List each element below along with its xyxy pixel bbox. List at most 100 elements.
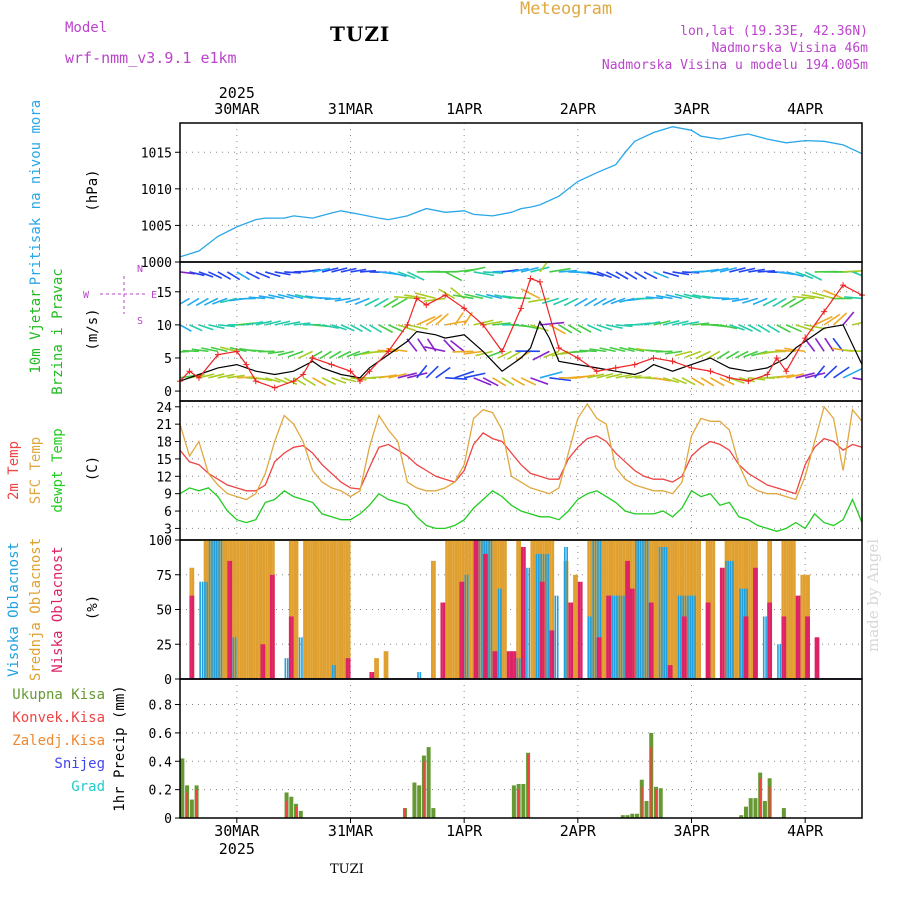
side-label-cloud-2: Niska Oblacnost <box>50 546 66 672</box>
wind-arrow <box>748 268 765 273</box>
precip-bar-conv_precip <box>186 792 189 818</box>
ytick-label-temperature: 18 <box>156 436 172 451</box>
wind-arrow <box>255 320 272 326</box>
wind-arrow <box>785 324 802 333</box>
wind-arrow <box>539 371 563 379</box>
wind-arrow <box>833 366 850 379</box>
precip-bar-conv_precip <box>650 747 653 818</box>
wind-arrow <box>328 350 342 360</box>
wind-arrow <box>208 271 223 279</box>
ytick-label-cloud: 50 <box>156 604 172 619</box>
wind-arrow <box>711 296 730 300</box>
wind-arrow <box>180 324 192 332</box>
wind-arrow <box>345 297 361 304</box>
precip-bar-conv_precip <box>759 778 762 818</box>
gust-marker <box>214 351 221 358</box>
wind-arrow <box>672 271 690 276</box>
gust-marker <box>243 361 250 368</box>
wind-arrow <box>767 350 787 354</box>
wind-arrows <box>180 262 862 387</box>
wind-arrow <box>729 267 746 273</box>
wind-arrow <box>719 266 737 273</box>
wind-series-gust <box>179 277 863 389</box>
ytick-label-wind: 0 <box>164 385 172 400</box>
gust-marker <box>461 305 468 312</box>
wind-arrow <box>397 372 417 379</box>
gust-marker <box>726 374 733 381</box>
gust-marker <box>442 292 449 299</box>
wind-arrow <box>497 350 512 359</box>
gust-marker <box>518 305 524 312</box>
wind-arrow <box>792 295 815 300</box>
time-label-top: 31MAR <box>328 100 374 118</box>
precip-bar-total_precip <box>289 796 294 818</box>
time-label-bottom: 1APR <box>446 822 483 840</box>
ytick-label-cloud: 75 <box>156 569 172 584</box>
wind-arrow <box>823 365 838 379</box>
wind-arrow <box>340 267 357 273</box>
wind-arrow <box>520 288 541 300</box>
precip-bar-total_precip <box>635 813 640 818</box>
wind-arrow <box>212 297 228 305</box>
gust-marker <box>186 368 193 375</box>
wind-arrow <box>738 267 756 273</box>
wind-arrow <box>824 337 835 352</box>
station-title: TUZI <box>330 22 391 46</box>
wind-arrow <box>672 377 687 385</box>
wind-arrow <box>424 346 446 353</box>
wind-arrow <box>454 370 475 379</box>
time-label-top: 30MAR <box>214 100 260 118</box>
wind-arrow <box>473 271 495 277</box>
wind-arrow <box>530 266 550 273</box>
wind-arrow <box>227 374 245 379</box>
wind-arrow <box>350 324 363 333</box>
wind-arrow <box>606 324 623 329</box>
gust-marker <box>574 354 581 361</box>
wind-arrow <box>245 271 260 280</box>
precip-bar-total_precip <box>625 815 630 818</box>
wind-arrow <box>674 350 692 357</box>
wind-arrow <box>586 324 602 332</box>
side-label-temperature-2: dewpt Temp <box>50 428 66 512</box>
gust-marker <box>356 378 363 385</box>
wind-arrow <box>464 293 484 300</box>
wind-arrow <box>683 293 702 300</box>
wind-arrow <box>391 297 408 309</box>
wind-arrow <box>425 365 439 379</box>
ytick-label-temperature: 3 <box>164 522 172 537</box>
wind-arrow <box>463 372 486 379</box>
wind-arrow <box>776 324 791 333</box>
time-label-top: 2APR <box>560 100 597 118</box>
wind-arrow <box>842 368 862 379</box>
wind-arrow <box>334 297 351 302</box>
wind-arrow <box>589 348 607 353</box>
wind-arrow <box>236 271 250 281</box>
gust-marker <box>195 374 202 381</box>
wind-arrow <box>734 350 749 359</box>
wind-arrow <box>558 324 573 334</box>
gust-marker <box>347 368 354 375</box>
wind-arrow <box>198 324 214 331</box>
wind-arrow <box>309 350 323 360</box>
wind-arrow <box>388 324 405 333</box>
wind-arrow <box>286 293 304 300</box>
precip-bar-total_precip <box>189 799 194 818</box>
wind-arrow <box>208 373 225 379</box>
wind-arrow <box>656 294 673 300</box>
wind-arrow <box>579 349 597 353</box>
ytick-label-temperature: 12 <box>156 470 172 485</box>
wind-arrow <box>255 377 273 382</box>
ytick-label-pressure: 1000 <box>141 256 172 271</box>
wind-arrow <box>414 292 436 300</box>
wind-arrow <box>520 324 540 330</box>
gust-marker <box>404 321 411 328</box>
gust-marker <box>413 295 420 302</box>
wind-arrow <box>201 347 219 353</box>
wind-arrow <box>246 321 264 326</box>
wind-arrow <box>220 297 238 304</box>
wind-arrow <box>549 324 566 335</box>
precip-bar-total_precip <box>426 747 431 818</box>
wind-arrow <box>852 321 862 326</box>
wind-arrow <box>861 324 862 325</box>
wind-arrow <box>321 267 339 273</box>
